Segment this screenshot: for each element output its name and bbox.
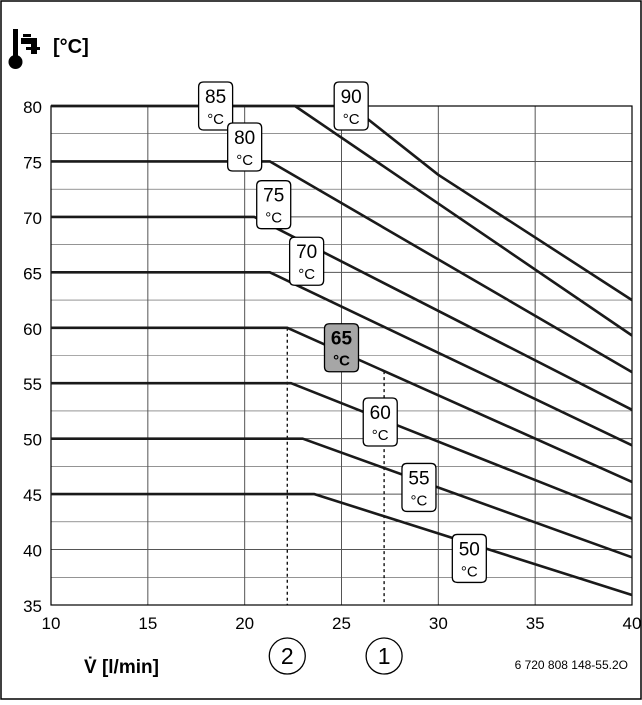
series-label-badge [451, 533, 487, 584]
series-label-50: 50 °C [451, 533, 487, 584]
x-tick-label: 10 [42, 614, 61, 633]
y-tick-label: 50 [23, 431, 42, 450]
series-label-75: 75 °C [256, 180, 292, 230]
series-label-value: 85 [205, 87, 226, 108]
series-line-85 [51, 104, 633, 337]
figure-footnote: 6 720 808 148-55.2O [515, 658, 628, 672]
series-label-unit: °C [298, 266, 315, 283]
series-line-60 [51, 381, 633, 520]
x-tick-label: 20 [235, 614, 254, 633]
y-tick-label: 80 [23, 98, 42, 117]
marker-label: 1 [378, 643, 391, 669]
marker-circle [365, 637, 403, 675]
series-line-55 [51, 437, 633, 559]
series-line-50 [51, 492, 633, 597]
y-tick-label: 45 [23, 486, 42, 505]
x-tick-label: 15 [138, 614, 157, 633]
series-label-badge [401, 462, 437, 513]
series-line-70 [51, 271, 633, 447]
x-tick-label: 30 [429, 614, 448, 633]
series-label-unit: °C [207, 111, 224, 128]
series-label-unit: °C [411, 492, 428, 509]
series-label-unit: °C [461, 563, 478, 580]
marker-circle [268, 637, 306, 675]
series-label-90: 90 °C [333, 81, 369, 131]
series-label-value: 90 [341, 87, 362, 108]
series-label-value: 70 [296, 242, 317, 263]
tap-thermometer-icon [8, 29, 40, 69]
y-tick-label: 65 [23, 264, 42, 283]
series-label-60: 60 °C [362, 397, 398, 447]
series-label-unit: °C [265, 210, 282, 227]
y-tick-label: 40 [23, 542, 42, 561]
series-line-75 [51, 215, 633, 411]
y-tick-label: 55 [23, 375, 42, 394]
y-tick-label: 35 [23, 597, 42, 616]
series-label-unit: °C [343, 111, 360, 128]
series-label-unit: °C [372, 427, 389, 444]
x-axis-label: V̇ [l/min] [84, 656, 159, 678]
series-label-80: 80 °C [227, 122, 263, 172]
series-label-55: 55 °C [401, 462, 437, 513]
marker-label: 2 [281, 643, 294, 669]
series-label-unit: °C [236, 152, 253, 169]
series-label-value: 75 [263, 186, 284, 207]
series-label-value: 55 [408, 468, 429, 489]
series-label-value: 50 [459, 539, 480, 560]
y-tick-label: 60 [23, 320, 42, 339]
series-labels: 90 °C 85 °C 80 °C 75 °C 70 °C 65 °C 60 °C 55 °C 50 °C [197, 81, 487, 584]
y-tick-label: 75 [23, 153, 42, 172]
series-label-badge [288, 236, 325, 286]
y-tick-label: 70 [23, 209, 42, 228]
series-label-65: 65 °C [323, 323, 360, 373]
series-label-badge [227, 122, 263, 172]
series-label-badge [256, 180, 292, 230]
series-label-85: 85 °C [197, 81, 234, 131]
series-label-70: 70 °C [288, 236, 325, 286]
x-tick-label: 35 [526, 614, 545, 633]
series-line-65 [51, 326, 633, 484]
series-label-badge [362, 397, 398, 447]
y-axis-label: [°C] [53, 36, 89, 58]
x-tick-label: 25 [332, 614, 351, 633]
series-line-80 [51, 160, 633, 374]
x-tick-label: 40 [623, 614, 642, 633]
series-label-value: 80 [234, 128, 255, 149]
series-label-value: 65 [331, 329, 353, 350]
series-label-badge [333, 81, 369, 131]
series-label-value: 60 [370, 403, 391, 424]
series-label-badge [323, 323, 360, 373]
tick-labels: 35 40 45 50 55 60 65 70 75 80 10 15 20 25 30 35 40 [23, 98, 641, 633]
series-label-unit: °C [333, 353, 350, 370]
